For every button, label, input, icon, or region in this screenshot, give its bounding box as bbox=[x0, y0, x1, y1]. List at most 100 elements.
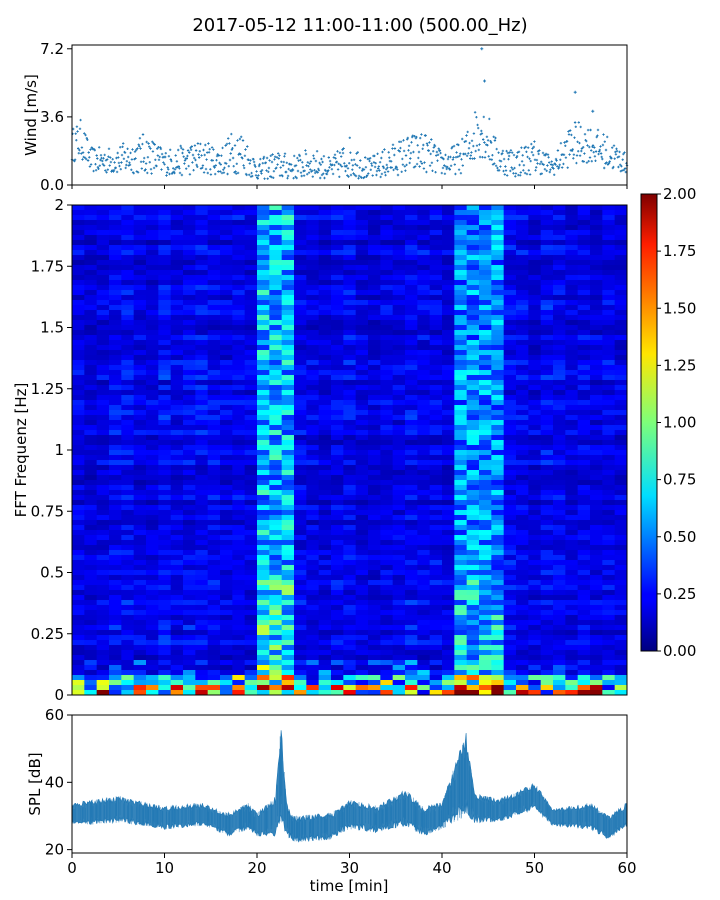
spectrogram-cell bbox=[72, 490, 85, 496]
spectrogram-cell bbox=[516, 370, 529, 376]
spectrogram-cell bbox=[331, 430, 344, 436]
spectrogram-cell bbox=[232, 600, 246, 606]
spectrogram-cell bbox=[294, 680, 307, 686]
spectrogram-cell bbox=[318, 355, 332, 361]
spectrogram-cell bbox=[442, 355, 455, 361]
spectrogram-cell bbox=[466, 425, 480, 431]
spectrogram-cell bbox=[96, 680, 110, 686]
spectrogram-cell bbox=[553, 560, 566, 566]
spectrogram-cell bbox=[479, 455, 492, 461]
spectrogram-cell bbox=[281, 405, 295, 411]
spectrogram-cell bbox=[429, 215, 443, 221]
spectrogram-cell bbox=[355, 575, 369, 581]
spectrogram-cell bbox=[331, 575, 344, 581]
spectrogram-cell bbox=[96, 635, 110, 641]
spectrogram-cell bbox=[170, 260, 184, 266]
spectrogram-cell bbox=[516, 690, 529, 696]
spectrogram-cell bbox=[479, 210, 492, 216]
spectrogram-cell bbox=[318, 390, 332, 396]
spl-x-tick-label: 0 bbox=[67, 859, 77, 877]
spectrogram-cell bbox=[417, 590, 431, 596]
spectrogram-cell bbox=[577, 225, 591, 231]
spectrogram-cell bbox=[602, 605, 616, 611]
spectrogram-cell bbox=[479, 685, 492, 691]
spectrogram-cell bbox=[146, 330, 159, 336]
spectrogram-cell bbox=[121, 690, 135, 696]
spectrogram-cell bbox=[306, 365, 320, 371]
spectrogram-cell bbox=[170, 660, 184, 666]
spectrogram-cell bbox=[368, 305, 381, 311]
spectrogram-cell bbox=[109, 405, 122, 411]
spectrogram-cell bbox=[207, 355, 221, 361]
spectrogram-cell bbox=[503, 500, 517, 506]
spectrogram-cell bbox=[614, 345, 628, 351]
spectrogram-cell bbox=[392, 315, 406, 321]
spectrogram-cell bbox=[614, 330, 628, 336]
spectrogram-cell bbox=[392, 570, 406, 576]
spectrogram-cell bbox=[121, 600, 135, 606]
spectrogram-cell bbox=[405, 280, 418, 286]
spectrogram-cell bbox=[281, 630, 295, 636]
spectrogram-cell bbox=[121, 635, 135, 641]
spectrogram-cell bbox=[343, 350, 357, 356]
spectrogram-cell bbox=[257, 410, 270, 416]
spectrogram-cell bbox=[146, 675, 159, 681]
spectrogram-cell bbox=[133, 320, 147, 326]
spectrogram-cell bbox=[442, 350, 455, 356]
spectrogram-cell bbox=[96, 520, 110, 526]
spectrogram-cell bbox=[257, 675, 270, 681]
spectrogram-cell bbox=[479, 385, 492, 391]
spectrogram-cell bbox=[220, 210, 233, 216]
spectrogram-cell bbox=[577, 415, 591, 421]
spectrogram-cell bbox=[417, 635, 431, 641]
spectrogram-cell bbox=[590, 440, 603, 446]
spectrogram-cell bbox=[380, 505, 394, 511]
spectrogram-cell bbox=[602, 305, 616, 311]
spectrogram-cell bbox=[602, 395, 616, 401]
spectrogram-cell bbox=[355, 305, 369, 311]
spectrogram-cell bbox=[133, 505, 147, 511]
spectrogram-cell bbox=[269, 330, 283, 336]
spectrogram-cell bbox=[565, 445, 579, 451]
spectrogram-cell bbox=[417, 330, 431, 336]
spectrogram-cell bbox=[590, 520, 603, 526]
spectrogram-cell bbox=[294, 490, 307, 496]
spectrogram-cell bbox=[84, 560, 98, 566]
spectrogram-cell bbox=[306, 440, 320, 446]
spectrogram-cell bbox=[158, 420, 172, 426]
spectrogram-cell bbox=[96, 630, 110, 636]
spectrogram-cell bbox=[343, 235, 357, 241]
spectrogram-cell bbox=[72, 330, 85, 336]
spectrogram-cell bbox=[146, 225, 159, 231]
spectrogram-cell bbox=[109, 640, 122, 646]
spectrogram-cell bbox=[244, 660, 258, 666]
spectrogram-cell bbox=[257, 665, 270, 671]
spectrogram-cell bbox=[577, 500, 591, 506]
spectrogram-cell bbox=[392, 330, 406, 336]
spectrogram-cell bbox=[306, 615, 320, 621]
spectrogram-cell bbox=[405, 645, 418, 651]
spectrogram-cell bbox=[417, 290, 431, 296]
spectrogram-cell bbox=[195, 275, 209, 281]
spectrogram-cell bbox=[405, 690, 418, 696]
spectrogram-cell bbox=[565, 555, 579, 561]
spectrogram-cell bbox=[343, 265, 357, 271]
spectrogram-cell bbox=[553, 550, 566, 556]
spectrogram-cell bbox=[220, 540, 233, 546]
spectrogram-cell bbox=[553, 470, 566, 476]
spectrogram-cell bbox=[553, 680, 566, 686]
spectrogram-cell bbox=[158, 620, 172, 626]
spectrogram-cell bbox=[269, 430, 283, 436]
spectrogram-cell bbox=[343, 220, 357, 226]
spectrogram-cell bbox=[368, 650, 381, 656]
spectrogram-cell bbox=[232, 565, 246, 571]
spectrogram-cell bbox=[614, 415, 628, 421]
spectrogram-cell bbox=[96, 340, 110, 346]
spectrogram-cell bbox=[417, 625, 431, 631]
spectrogram-cell bbox=[540, 320, 554, 326]
spectrogram-cell bbox=[454, 555, 468, 561]
spectrogram-cell bbox=[331, 655, 344, 661]
spectrogram-cell bbox=[133, 685, 147, 691]
spectrogram-cell bbox=[343, 285, 357, 291]
spectrogram-cell bbox=[380, 455, 394, 461]
